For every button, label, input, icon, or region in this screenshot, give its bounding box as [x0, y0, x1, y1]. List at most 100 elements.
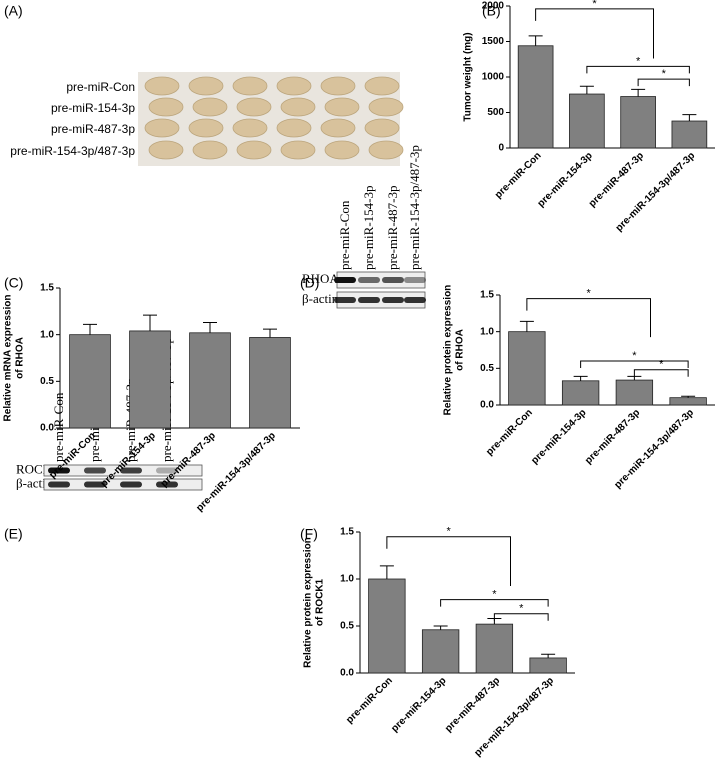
- significance-star: *: [519, 603, 524, 615]
- significance-star: *: [592, 0, 597, 10]
- tumor: [324, 140, 360, 160]
- tumor: [364, 76, 400, 96]
- tumor: [276, 118, 312, 138]
- significance-bracket: [535, 8, 654, 59]
- tumor: [188, 118, 224, 138]
- blot-band: [358, 277, 380, 283]
- significance-bracket: [386, 536, 511, 587]
- y-axis-label: of RHOA: [15, 337, 26, 379]
- photo-label: pre-miR-Con: [66, 80, 135, 94]
- y-tick-label: 500: [487, 107, 504, 118]
- bar: [620, 96, 656, 149]
- y-tick-label: 0.0: [340, 668, 354, 679]
- error-bar: [83, 323, 97, 335]
- y-tick-label: 0.5: [40, 376, 54, 387]
- tumor: [236, 97, 272, 117]
- error-bar: [681, 395, 696, 398]
- tumor: [368, 97, 404, 117]
- x-tick-label: pre-miR-154-3p: [389, 675, 448, 734]
- lane-label: pre-miR-154-3p/487-3p: [407, 145, 422, 270]
- error-bar: [379, 565, 394, 579]
- significance-bracket: [637, 78, 690, 87]
- bar: [669, 397, 707, 406]
- y-tick-label: 0.0: [480, 400, 494, 411]
- bar: [529, 657, 567, 674]
- significance-bracket: [440, 599, 549, 607]
- significance-bracket: [586, 65, 690, 74]
- error-bar: [203, 322, 217, 333]
- photo-label: pre-miR-154-3p/487-3p: [10, 144, 135, 158]
- panel-label: (B): [482, 3, 501, 19]
- x-tick-label: pre-miR-487-3p: [443, 675, 502, 734]
- tumor: [364, 118, 400, 138]
- tumor: [232, 76, 268, 96]
- x-tick-label: pre-miR-Con: [493, 150, 544, 201]
- bar: [368, 578, 406, 674]
- y-tick-label: 1.0: [40, 329, 54, 340]
- significance-star: *: [659, 359, 664, 371]
- y-tick-label: 1.5: [480, 290, 494, 301]
- x-tick-label: pre-miR-154-3p: [536, 150, 595, 209]
- lane-label: pre-miR-154-3p: [361, 186, 376, 270]
- blot-band: [358, 297, 380, 303]
- bar: [129, 330, 171, 429]
- significance-star: *: [636, 55, 641, 67]
- significance-bracket: [633, 369, 689, 377]
- y-tick-label: 0.5: [480, 363, 494, 374]
- blot-band: [84, 467, 106, 474]
- bar: [615, 379, 654, 406]
- bar: [475, 623, 514, 674]
- error-bar: [528, 35, 543, 46]
- error-bar: [541, 653, 556, 658]
- error-bar: [573, 375, 588, 381]
- tumor: [232, 118, 268, 138]
- significance-star: *: [587, 288, 592, 300]
- x-tick-label: pre-miR-Con: [344, 675, 395, 726]
- blot-band: [382, 277, 404, 283]
- tumor: [188, 76, 224, 96]
- blot-band: [48, 467, 70, 474]
- tumor: [236, 140, 272, 160]
- blot-band: [334, 297, 356, 303]
- error-bar: [263, 328, 277, 338]
- bar: [561, 380, 600, 406]
- blot-band: [334, 277, 356, 283]
- lane-label: pre-miR-487-3p: [385, 186, 400, 270]
- tumor: [280, 140, 316, 160]
- bar: [508, 331, 546, 406]
- x-tick-label: pre-miR-487-3p: [587, 150, 646, 209]
- y-tick-label: 0.0: [40, 423, 54, 434]
- bar: [69, 334, 111, 429]
- significance-star: *: [632, 350, 637, 362]
- tumor: [192, 97, 228, 117]
- error-bar: [143, 314, 157, 331]
- tumor: [276, 76, 312, 96]
- photo-label: pre-miR-487-3p: [51, 122, 135, 136]
- x-tick-label: pre-miR-Con: [484, 407, 535, 458]
- tumor: [320, 76, 356, 96]
- error-bar: [627, 375, 642, 381]
- blot-row-label: β-actin: [302, 291, 339, 306]
- error-bar: [579, 85, 594, 95]
- bar: [569, 93, 605, 149]
- x-tick-label: pre-miR-154-3p: [529, 407, 588, 466]
- tumor: [324, 97, 360, 117]
- blot-band: [382, 297, 404, 303]
- significance-bracket: [526, 298, 651, 338]
- y-tick-label: 0.5: [340, 621, 354, 632]
- tumor: [320, 118, 356, 138]
- blot-band: [84, 481, 106, 488]
- error-bar: [631, 88, 646, 97]
- tumor: [144, 118, 180, 138]
- y-axis-label: of ROCK1: [315, 578, 326, 626]
- blot-band: [48, 481, 70, 488]
- blot-band: [156, 467, 178, 474]
- y-tick-label: 1500: [482, 36, 505, 47]
- significance-star: *: [662, 68, 667, 80]
- blot-row-label: β-actin: [16, 475, 53, 490]
- lane-label: pre-miR-Con: [337, 200, 352, 270]
- panel-label: (D): [300, 275, 319, 291]
- tumor: [280, 97, 316, 117]
- lane-label: pre-miR-Con: [51, 392, 66, 462]
- blot-band: [120, 467, 142, 474]
